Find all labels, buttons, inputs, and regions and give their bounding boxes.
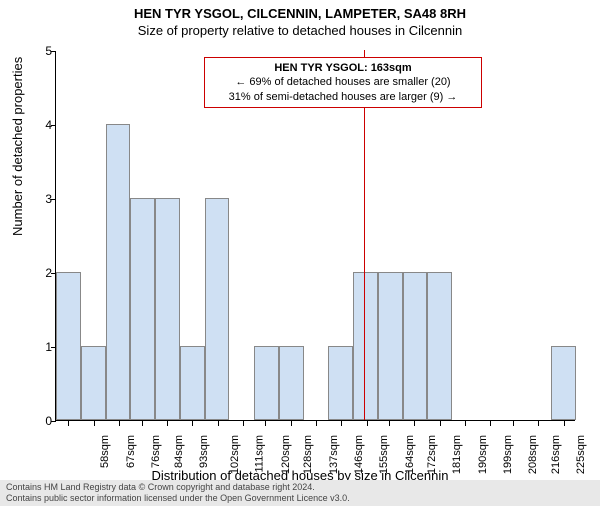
x-tick-mark	[465, 421, 466, 426]
x-tick-mark	[94, 421, 95, 426]
y-tick-mark	[51, 421, 56, 422]
x-tick-mark	[564, 421, 565, 426]
footer-attribution: Contains HM Land Registry data © Crown c…	[0, 480, 600, 506]
x-tick-mark	[68, 421, 69, 426]
chart-title-main: HEN TYR YSGOL, CILCENNIN, LAMPETER, SA48…	[0, 6, 600, 21]
y-tick-label: 1	[28, 340, 52, 354]
x-tick-mark	[367, 421, 368, 426]
histogram-bar	[427, 272, 452, 420]
x-tick-mark	[291, 421, 292, 426]
y-tick-label: 3	[28, 192, 52, 206]
x-tick-mark	[192, 421, 193, 426]
plot-region: 01234558sqm67sqm76sqm84sqm93sqm102sqm111…	[55, 51, 575, 421]
x-tick-mark	[513, 421, 514, 426]
x-tick-mark	[142, 421, 143, 426]
x-tick-mark	[414, 421, 415, 426]
x-tick-mark	[316, 421, 317, 426]
y-tick-label: 2	[28, 266, 52, 280]
x-tick-mark	[389, 421, 390, 426]
x-tick-mark	[490, 421, 491, 426]
histogram-bar	[403, 272, 428, 420]
x-tick-mark	[167, 421, 168, 426]
chart-area: 01234558sqm67sqm76sqm84sqm93sqm102sqm111…	[55, 51, 575, 421]
x-tick-mark	[218, 421, 219, 426]
x-tick-mark	[440, 421, 441, 426]
x-tick-label: 84sqm	[173, 435, 185, 468]
x-tick-mark	[119, 421, 120, 426]
histogram-bar	[106, 124, 131, 420]
footer-line1: Contains HM Land Registry data © Crown c…	[6, 482, 594, 493]
x-tick-mark	[538, 421, 539, 426]
info-callout-box: HEN TYR YSGOL: 163sqm← 69% of detached h…	[204, 57, 482, 108]
x-tick-mark	[341, 421, 342, 426]
chart-title-sub: Size of property relative to detached ho…	[0, 23, 600, 38]
y-tick-mark	[51, 199, 56, 200]
histogram-bar	[155, 198, 180, 420]
x-tick-label: 67sqm	[125, 435, 137, 468]
x-tick-mark	[265, 421, 266, 426]
y-tick-mark	[51, 51, 56, 52]
x-tick-label: 76sqm	[150, 435, 162, 468]
histogram-bar	[205, 198, 230, 420]
x-tick-mark	[243, 421, 244, 426]
footer-line2: Contains public sector information licen…	[6, 493, 594, 504]
x-tick-label: 58sqm	[99, 435, 111, 468]
info-line2: ← 69% of detached houses are smaller (20…	[213, 75, 473, 89]
y-tick-label: 0	[28, 414, 52, 428]
info-line3: 31% of semi-detached houses are larger (…	[213, 90, 473, 104]
histogram-bar	[328, 346, 353, 420]
y-tick-label: 4	[28, 118, 52, 132]
y-tick-label: 5	[28, 44, 52, 58]
histogram-bar	[353, 272, 378, 420]
x-tick-label: 111sqm	[253, 435, 265, 473]
histogram-bar	[551, 346, 576, 420]
histogram-bar	[56, 272, 81, 420]
y-axis-label: Number of detached properties	[10, 57, 25, 236]
y-tick-mark	[51, 125, 56, 126]
x-tick-label: 93sqm	[198, 435, 210, 468]
histogram-bar	[279, 346, 304, 420]
histogram-bar	[254, 346, 279, 420]
info-line1: HEN TYR YSGOL: 163sqm	[213, 61, 473, 75]
histogram-bar	[130, 198, 155, 420]
histogram-bar	[378, 272, 403, 420]
histogram-bar	[180, 346, 205, 420]
histogram-bar	[81, 346, 106, 420]
